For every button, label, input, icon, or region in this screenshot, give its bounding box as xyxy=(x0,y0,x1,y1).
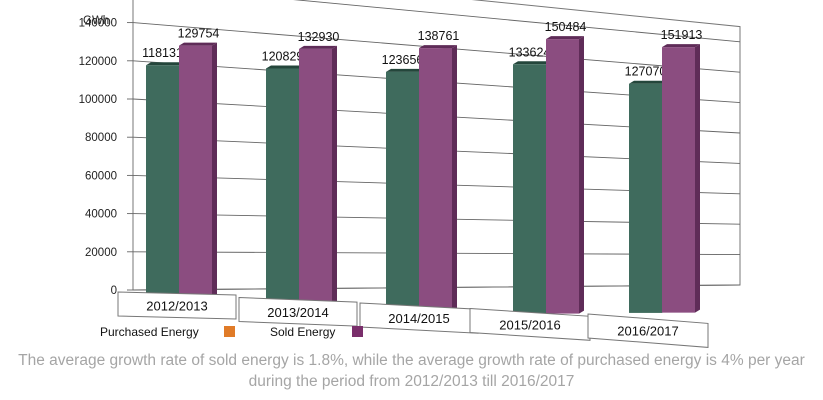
bar-top-face xyxy=(546,36,584,40)
bar-front-face xyxy=(546,39,579,314)
bar-front-face xyxy=(146,65,179,317)
bar-top-face xyxy=(266,65,304,69)
category-label: 2015/2016 xyxy=(499,317,560,332)
bar-side-face xyxy=(212,42,217,317)
legend: Purchased Energy Sold Energy xyxy=(100,325,363,339)
bar-purchased xyxy=(146,62,184,317)
bar-top-face xyxy=(662,44,700,48)
bar-top-face xyxy=(386,68,424,72)
bar-side-face xyxy=(332,45,337,316)
y-tick-label: 120000 xyxy=(79,56,117,68)
chart-caption: The average growth rate of sold energy i… xyxy=(18,352,805,390)
legend-item: Purchased Energy xyxy=(100,325,235,339)
y-axis-label: GWh xyxy=(83,15,109,27)
bar-purchased xyxy=(266,65,304,316)
bar-purchased xyxy=(513,61,551,314)
bar-top-face xyxy=(513,61,551,65)
bar-chart: 0 20000 40000 60000 80000 100000 120000 140000 1… xyxy=(79,0,741,348)
bar-sold xyxy=(179,42,217,317)
bar-front-face xyxy=(386,71,419,315)
value-label-purchased: 120829 xyxy=(262,49,304,63)
bar-front-face xyxy=(299,48,332,316)
category-label: 2016/2017 xyxy=(617,324,678,339)
bar-front-face xyxy=(513,64,546,314)
category-labels: 2012/2013 2013/2014 2014/2015 2015/2016 2016… xyxy=(117,291,709,348)
value-label-sold: 129754 xyxy=(178,27,220,41)
bar-front-face xyxy=(179,45,212,317)
legend-item: Sold Energy xyxy=(270,325,363,339)
value-label-sold: 132930 xyxy=(298,30,340,44)
y-tick-label: 0 xyxy=(111,285,117,297)
bar-top-face xyxy=(629,80,667,84)
bar-front-face xyxy=(419,48,452,315)
value-label-purchased: 123656 xyxy=(382,53,424,67)
legend-label: Sold Energy xyxy=(270,325,335,339)
y-tick-label: 60000 xyxy=(85,170,117,182)
bar-purchased xyxy=(386,68,424,315)
bar-front-face xyxy=(662,47,695,313)
gridline xyxy=(293,0,741,43)
bar-top-face xyxy=(299,45,337,49)
category-box: 2013/2014 xyxy=(238,296,358,327)
category-label: 2013/2014 xyxy=(267,305,328,320)
bar-front-face xyxy=(266,68,299,316)
bar-top-face xyxy=(419,45,457,49)
value-label-purchased: 118131 xyxy=(142,46,183,60)
bars: 118131 129754 120829 132930 123656 138761 1336… xyxy=(142,20,702,317)
legend-swatch xyxy=(224,326,235,337)
bar-side-face xyxy=(695,44,700,313)
y-tick-label: 80000 xyxy=(85,132,117,144)
category-box-border xyxy=(587,313,709,348)
value-label-sold: 151913 xyxy=(661,28,703,42)
bar-front-face xyxy=(629,83,662,313)
bar-sold xyxy=(419,45,457,315)
y-tick-label: 140000 xyxy=(79,18,117,30)
bar-sold xyxy=(299,45,337,316)
bar-side-face xyxy=(452,45,457,315)
legend-swatch xyxy=(352,326,363,337)
bar-sold xyxy=(546,36,584,314)
bar-top-face xyxy=(146,62,184,66)
y-axis-ticks: 0200004000060000800001000001200001400001… xyxy=(79,18,117,297)
category-label: 2012/2013 xyxy=(146,299,207,314)
category-box-border xyxy=(117,291,237,320)
value-label-sold: 138761 xyxy=(418,29,460,43)
value-label-sold: 150484 xyxy=(545,20,587,34)
category-box: 2016/2017 xyxy=(587,313,709,348)
y-tick-label: 100000 xyxy=(79,94,117,106)
category-box: 2015/2016 xyxy=(469,307,591,341)
bar-purchased xyxy=(629,80,667,313)
value-label-purchased: 133624 xyxy=(509,45,551,59)
category-label: 2014/2015 xyxy=(388,311,449,326)
category-box: 2014/2015 xyxy=(359,302,479,334)
category-box: 2012/2013 xyxy=(117,291,237,320)
bar-side-face xyxy=(579,36,584,314)
category-box-border xyxy=(469,307,591,341)
bar-sold xyxy=(662,44,700,313)
bar-top-face xyxy=(179,42,217,46)
y-tick-label: 20000 xyxy=(85,247,117,259)
legend-label: Purchased Energy xyxy=(100,325,199,339)
value-label-purchased: 127070 xyxy=(625,65,667,79)
y-tick-label: 40000 xyxy=(85,209,117,221)
